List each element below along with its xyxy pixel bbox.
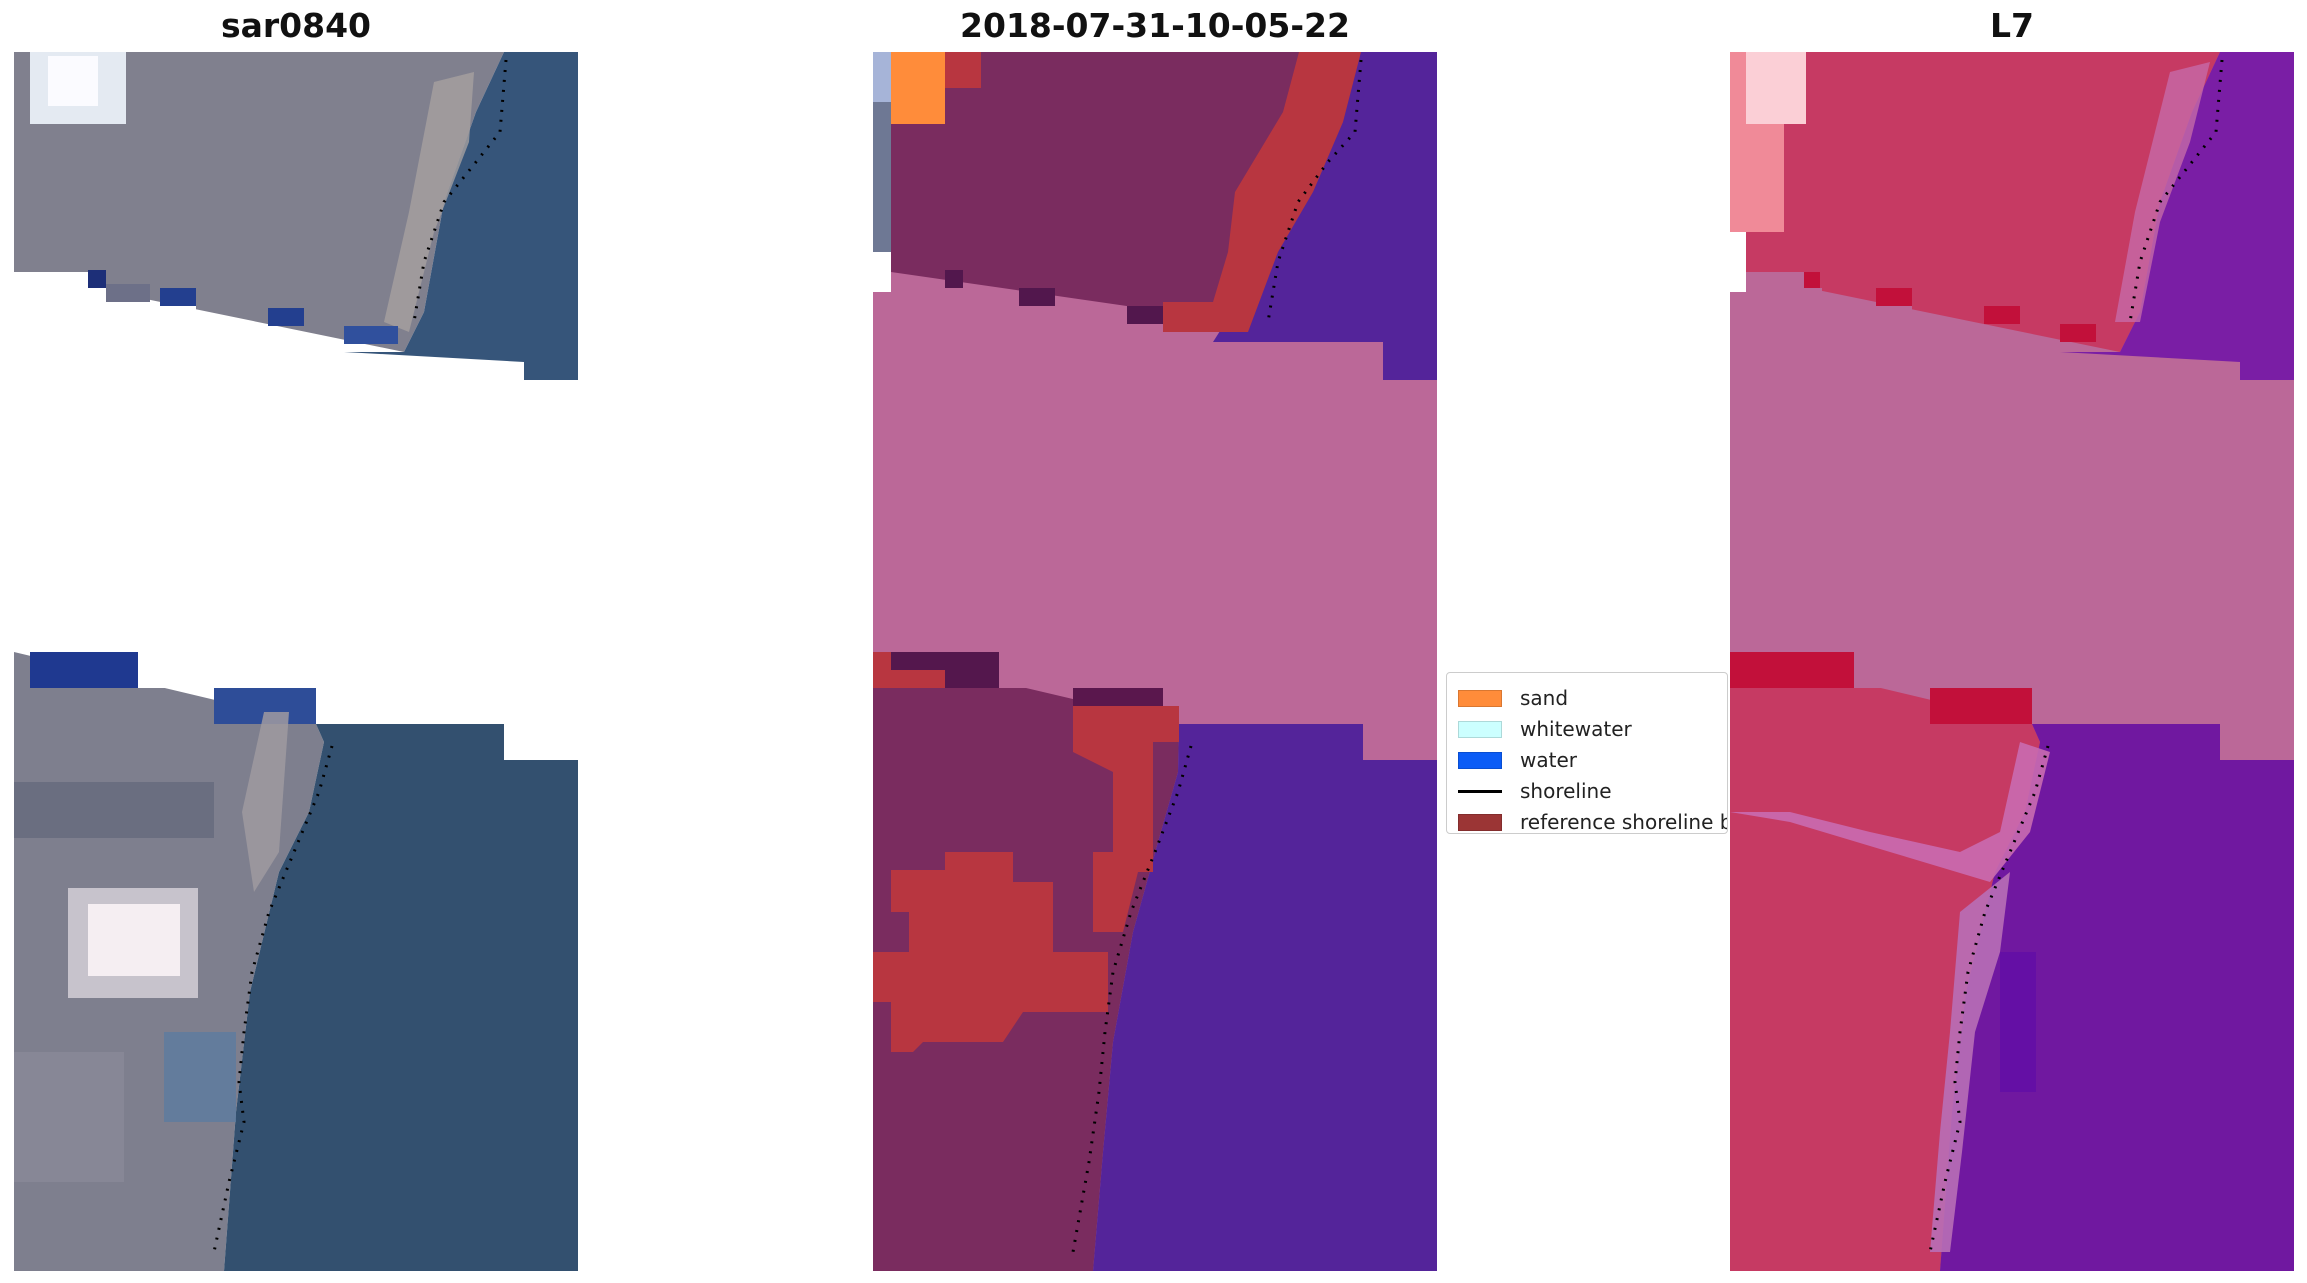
index-water-top bbox=[2060, 52, 2294, 380]
legend-item-sand: sand bbox=[1447, 683, 1568, 713]
classified-buffer-blob bbox=[873, 852, 1108, 1052]
rgb-image bbox=[14, 52, 578, 1271]
panel-title-classified: 2018-07-31-10-05-22 bbox=[960, 6, 1350, 45]
classified-image bbox=[873, 52, 1437, 1271]
rgb-shoreline bbox=[212, 59, 508, 1253]
rgb-sand-strip-top bbox=[384, 72, 474, 332]
legend-item-shoreline: shoreline bbox=[1447, 776, 1612, 806]
classified-image-panel bbox=[873, 52, 1437, 1271]
rgb-cloud-core bbox=[48, 56, 98, 106]
index-land-top bbox=[1730, 52, 2220, 352]
classified-shoreline bbox=[1071, 59, 1363, 1253]
legend: sand whitewater water shoreline referenc… bbox=[1446, 672, 1728, 834]
classified-water-top bbox=[1213, 52, 1437, 380]
legend-label: sand bbox=[1520, 686, 1569, 710]
index-image-panel bbox=[1730, 52, 2294, 1271]
rgb-water-top bbox=[344, 52, 578, 380]
rgb-land-top bbox=[14, 52, 504, 352]
index-shoreline bbox=[1928, 59, 2224, 1253]
legend-label: shoreline bbox=[1520, 779, 1612, 803]
rgb-cloud-bottom-core bbox=[88, 904, 180, 976]
water-swatch bbox=[1458, 751, 1502, 769]
legend-item-reference-shoreline: reference shoreline b bbox=[1447, 807, 1728, 834]
classified-land-top bbox=[873, 52, 1343, 322]
rgb-dark-water-strip-1 bbox=[30, 652, 138, 688]
index-water-bottom bbox=[1940, 724, 2294, 1271]
legend-item-whitewater: whitewater bbox=[1447, 714, 1632, 744]
classified-sand-pixel bbox=[891, 52, 945, 124]
rgb-dark-water-pixel bbox=[88, 270, 106, 288]
classified-water-bottom bbox=[1093, 724, 1437, 1271]
legend-label: water bbox=[1520, 748, 1577, 772]
sand-swatch bbox=[1458, 689, 1502, 707]
rgb-water-bottom bbox=[224, 724, 578, 1271]
panel-title-index: L7 bbox=[1990, 6, 2034, 45]
index-land-bottom bbox=[1730, 652, 2040, 1271]
rgb-image-panel bbox=[14, 52, 578, 1271]
legend-label: whitewater bbox=[1520, 717, 1632, 741]
classified-buffer-bottom bbox=[1073, 706, 1179, 932]
shoreline-line-swatch bbox=[1458, 789, 1502, 793]
index-image bbox=[1730, 52, 2294, 1271]
panel-title-rgb: sar0840 bbox=[220, 6, 372, 45]
whitewater-swatch bbox=[1458, 720, 1502, 738]
reference-shoreline-swatch bbox=[1458, 813, 1502, 831]
classified-buffer-top bbox=[1163, 52, 1361, 332]
legend-label: reference shoreline b bbox=[1520, 810, 1728, 834]
legend-item-water: water bbox=[1447, 745, 1577, 775]
